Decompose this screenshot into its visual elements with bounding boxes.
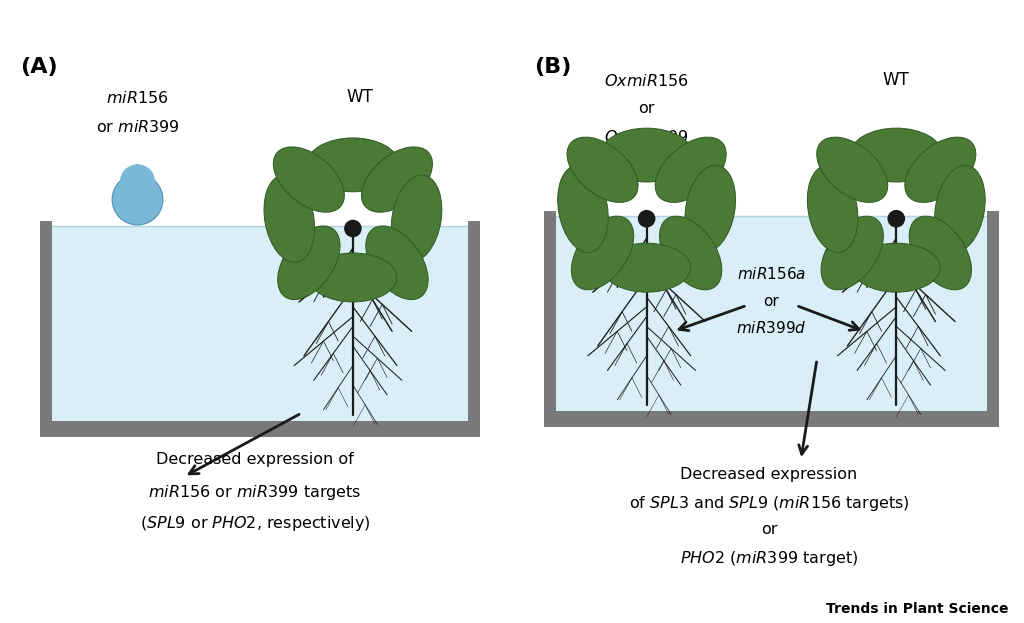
Polygon shape — [120, 164, 156, 182]
Ellipse shape — [366, 226, 428, 300]
Bar — [40, 221, 52, 437]
Text: (B): (B) — [535, 57, 571, 77]
Text: $\it{miR156a}$: $\it{miR156a}$ — [737, 267, 806, 282]
Ellipse shape — [264, 175, 314, 262]
Text: $\it{PHO2}$ ($\it{miR399}$ target): $\it{PHO2}$ ($\it{miR399}$ target) — [680, 549, 858, 568]
Ellipse shape — [600, 128, 693, 182]
Ellipse shape — [905, 137, 976, 202]
Ellipse shape — [821, 216, 884, 290]
Ellipse shape — [655, 137, 726, 202]
Ellipse shape — [273, 147, 344, 212]
Circle shape — [120, 164, 156, 199]
Text: $\it{miR156}$ or $\it{miR399}$ targets: $\it{miR156}$ or $\it{miR399}$ targets — [148, 483, 361, 502]
Text: ($\it{SPL9}$ or $\it{PHO2}$, respectively): ($\it{SPL9}$ or $\it{PHO2}$, respectivel… — [139, 514, 371, 533]
Bar — [987, 211, 999, 427]
Text: Decreased expression of: Decreased expression of — [156, 452, 354, 467]
Circle shape — [888, 210, 905, 227]
Text: WT: WT — [347, 88, 374, 106]
Bar — [544, 411, 999, 427]
Ellipse shape — [852, 243, 940, 292]
Circle shape — [344, 220, 361, 237]
Text: $\it{OxmiR399}$: $\it{OxmiR399}$ — [604, 130, 689, 145]
Ellipse shape — [571, 216, 634, 290]
Ellipse shape — [602, 243, 690, 292]
Ellipse shape — [391, 175, 441, 262]
Bar — [468, 221, 480, 437]
Ellipse shape — [685, 165, 735, 252]
Text: $\it{miR156}$: $\it{miR156}$ — [106, 90, 169, 106]
Ellipse shape — [850, 128, 943, 182]
Circle shape — [638, 210, 655, 227]
Text: of $\it{SPL3}$ and $\it{SPL9}$ ($\it{miR156}$ targets): of $\it{SPL3}$ and $\it{SPL9}$ ($\it{miR… — [629, 494, 909, 513]
Text: Trends in Plant Science: Trends in Plant Science — [826, 602, 1009, 616]
Text: (A): (A) — [20, 57, 57, 77]
Ellipse shape — [567, 137, 638, 202]
Ellipse shape — [558, 165, 608, 252]
Text: $\it{OxmiR156}$: $\it{OxmiR156}$ — [604, 73, 689, 89]
Ellipse shape — [306, 138, 399, 192]
Bar — [544, 211, 556, 427]
Text: or: or — [761, 521, 777, 537]
Bar — [52, 226, 468, 421]
Ellipse shape — [909, 216, 972, 290]
Ellipse shape — [659, 216, 722, 290]
Ellipse shape — [361, 147, 432, 212]
Ellipse shape — [309, 253, 397, 302]
Ellipse shape — [935, 165, 985, 252]
Text: Decreased expression: Decreased expression — [680, 467, 858, 482]
Ellipse shape — [817, 137, 888, 202]
Text: WT: WT — [883, 71, 909, 89]
Bar — [40, 421, 480, 437]
Bar — [556, 216, 987, 411]
Text: or $\it{miR399}$: or $\it{miR399}$ — [95, 120, 179, 135]
Ellipse shape — [278, 226, 340, 300]
Text: or: or — [764, 294, 779, 309]
Text: $\it{miR399d}$: $\it{miR399d}$ — [736, 320, 807, 336]
Text: or: or — [638, 101, 655, 116]
Circle shape — [113, 174, 163, 225]
Ellipse shape — [807, 165, 858, 252]
